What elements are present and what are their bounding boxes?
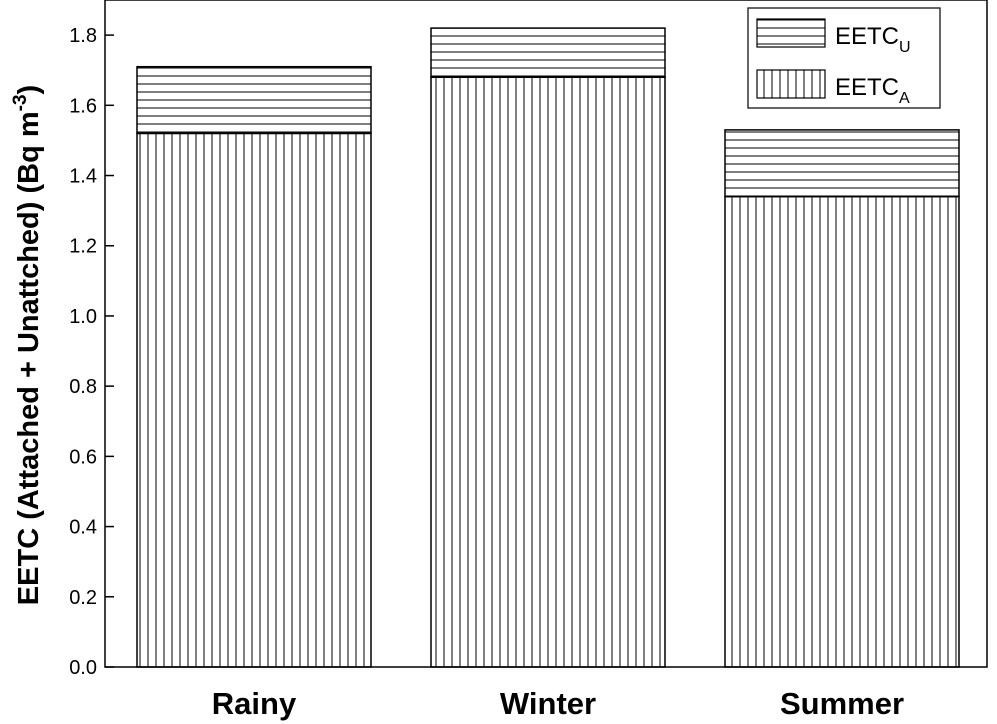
y-axis-label: EETC (Attached + Unattched) (Bq m-3) [10, 85, 45, 605]
legend-swatch-eetc-a [756, 69, 826, 99]
legend-label-eetc-u: EETCU [835, 23, 911, 56]
y-tick-label: 0.2 [69, 587, 97, 609]
y-tick-label: 1.2 [69, 236, 97, 258]
x-tick-label-winter: Winter [500, 686, 596, 721]
legend-swatch-eetc-u [756, 18, 826, 48]
legend: EETCU EETCA [747, 7, 941, 109]
plot-frame [104, 0, 988, 668]
bar-winter-eetc-a [430, 76, 666, 668]
y-tick-label: 0.8 [69, 376, 97, 398]
x-axis-labels: Rainy Winter Summer [212, 686, 904, 721]
y-tick-label: 1.6 [69, 95, 97, 117]
y-axis-ticks: 0.0 0.2 0.4 0.6 0.8 1.0 1.2 1.4 1.6 1.8 [69, 25, 114, 679]
y-tick-label: 0.6 [69, 446, 97, 468]
legend-label-eetc-a: EETCA [835, 74, 910, 107]
legend-label-eetc-a-sub: A [899, 90, 910, 107]
bar-rainy-eetc-a [136, 132, 372, 668]
y-axis-label-main: EETC (Attached + Unattched) (Bq m [13, 111, 45, 605]
bar-winter-eetc-u [430, 27, 666, 78]
bar-summer-eetc-u [724, 129, 960, 198]
bars-group [136, 27, 960, 668]
x-tick-label-summer: Summer [780, 686, 904, 721]
y-tick-label: 1.0 [69, 306, 97, 328]
bar-rainy-eetc-u [136, 65, 372, 135]
y-tick-label: 1.4 [69, 166, 97, 188]
y-axis-label-superscript: -3 [10, 94, 31, 111]
legend-label-eetc-u-main: EETC [835, 23, 899, 50]
y-tick-label: 0.0 [69, 657, 97, 679]
bar-summer-eetc-a [724, 195, 960, 668]
y-axis-label-close: ) [13, 85, 45, 95]
x-tick-label-rainy: Rainy [212, 686, 297, 721]
y-tick-label: 1.8 [69, 25, 97, 47]
legend-label-eetc-u-sub: U [899, 39, 911, 56]
y-tick-label: 0.4 [69, 517, 97, 539]
legend-label-eetc-a-main: EETC [835, 74, 899, 101]
